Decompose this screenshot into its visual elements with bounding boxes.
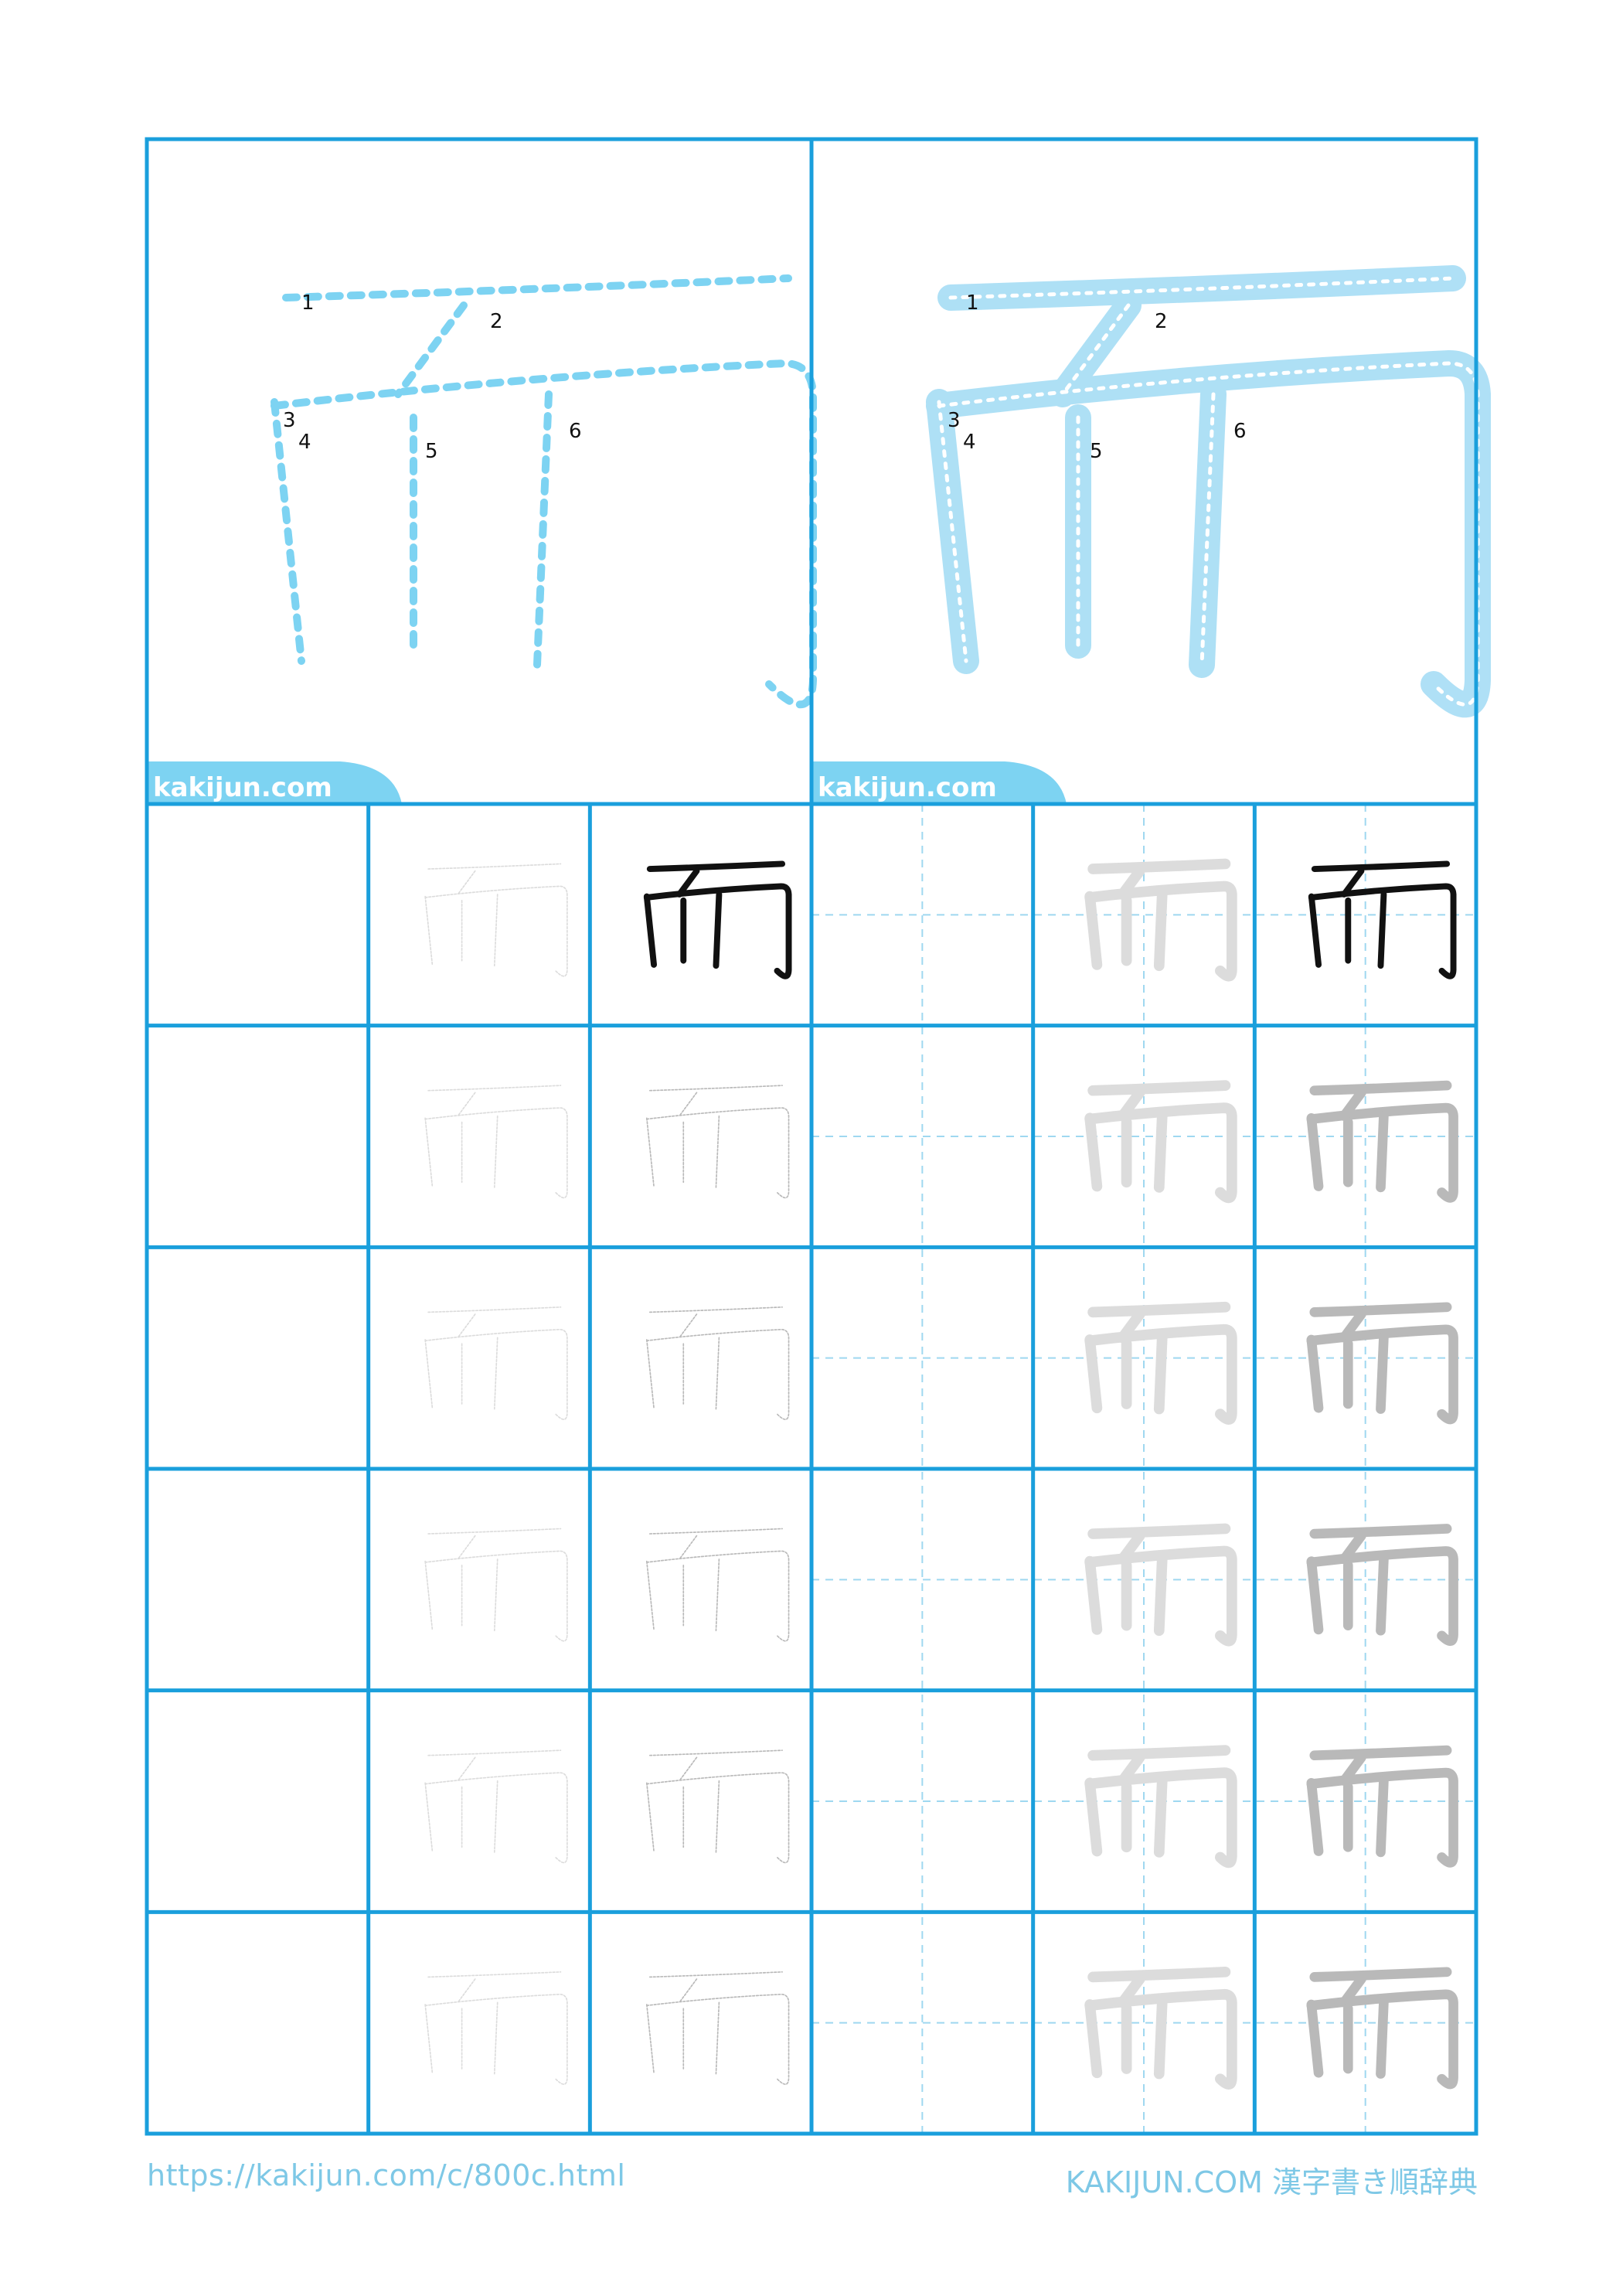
practice-kanji-faint-dashed bbox=[424, 1971, 568, 2085]
practice-kanji-medium-gray bbox=[1312, 1750, 1454, 1862]
stroke-number: 6 bbox=[1233, 420, 1247, 443]
stroke-number: 3 bbox=[948, 409, 961, 432]
practice-kanji-medium-dashed bbox=[645, 1749, 790, 1864]
stroke-number: 1 bbox=[301, 291, 315, 315]
practice-kanji-medium-dashed bbox=[645, 1306, 790, 1420]
practice-kanji-medium-dashed bbox=[645, 1085, 790, 1199]
stroke-number: 1 bbox=[966, 291, 979, 315]
practice-kanji-faint-gray bbox=[1090, 1307, 1232, 1419]
watermark-tab-right: kakijun.com bbox=[812, 761, 1067, 804]
practice-kanji-faint-gray bbox=[1090, 1085, 1232, 1197]
stroke-order-dashed-panel bbox=[274, 278, 813, 704]
practice-kanji-solid-black bbox=[647, 864, 789, 976]
stroke-number: 3 bbox=[283, 409, 296, 432]
practice-kanji-faint-dashed bbox=[424, 1528, 568, 1642]
practice-kanji-faint-gray bbox=[1090, 1972, 1232, 2084]
practice-kanji-faint-dashed bbox=[424, 1749, 568, 1864]
stroke-order-band-panel bbox=[939, 278, 1478, 704]
practice-kanji-medium-gray bbox=[1312, 1972, 1454, 2084]
grid-lines bbox=[145, 137, 1478, 2136]
practice-kanji-faint-gray bbox=[1090, 1750, 1232, 1862]
practice-kanji-faint-dashed bbox=[424, 863, 568, 977]
watermark-label: kakijun.com bbox=[818, 772, 997, 803]
footer-url[interactable]: https://kakijun.com/c/800c.html bbox=[147, 2158, 626, 2192]
practice-kanji-medium-gray bbox=[1312, 1085, 1454, 1197]
practice-kanji-solid-black bbox=[1312, 864, 1454, 976]
practice-kanji-faint-gray bbox=[1090, 1528, 1232, 1640]
stroke-number: 4 bbox=[963, 431, 976, 454]
practice-kanji-faint-dashed bbox=[424, 1085, 568, 1199]
stroke-number: 2 bbox=[1155, 310, 1168, 333]
practice-cells bbox=[424, 863, 1454, 2085]
watermark-label: kakijun.com bbox=[153, 772, 332, 803]
stroke-number: 5 bbox=[425, 440, 438, 463]
watermark-tab-left: kakijun.com bbox=[147, 761, 402, 804]
kanji-dashed-outline bbox=[274, 278, 813, 704]
practice-kanji-medium-dashed bbox=[645, 1971, 790, 2085]
stroke-number: 4 bbox=[298, 431, 311, 454]
footer-brand: KAKIJUN.COM 漢字書き順辞典 bbox=[1065, 2165, 1478, 2199]
stroke-number: 2 bbox=[490, 310, 503, 333]
practice-kanji-medium-gray bbox=[1312, 1528, 1454, 1640]
practice-kanji-medium-gray bbox=[1312, 1307, 1454, 1419]
stroke-number: 5 bbox=[1090, 440, 1103, 463]
practice-kanji-faint-dashed bbox=[424, 1306, 568, 1420]
stroke-number: 6 bbox=[569, 420, 582, 443]
practice-kanji-medium-dashed bbox=[645, 1528, 790, 1642]
practice-kanji-faint-gray bbox=[1090, 864, 1232, 976]
